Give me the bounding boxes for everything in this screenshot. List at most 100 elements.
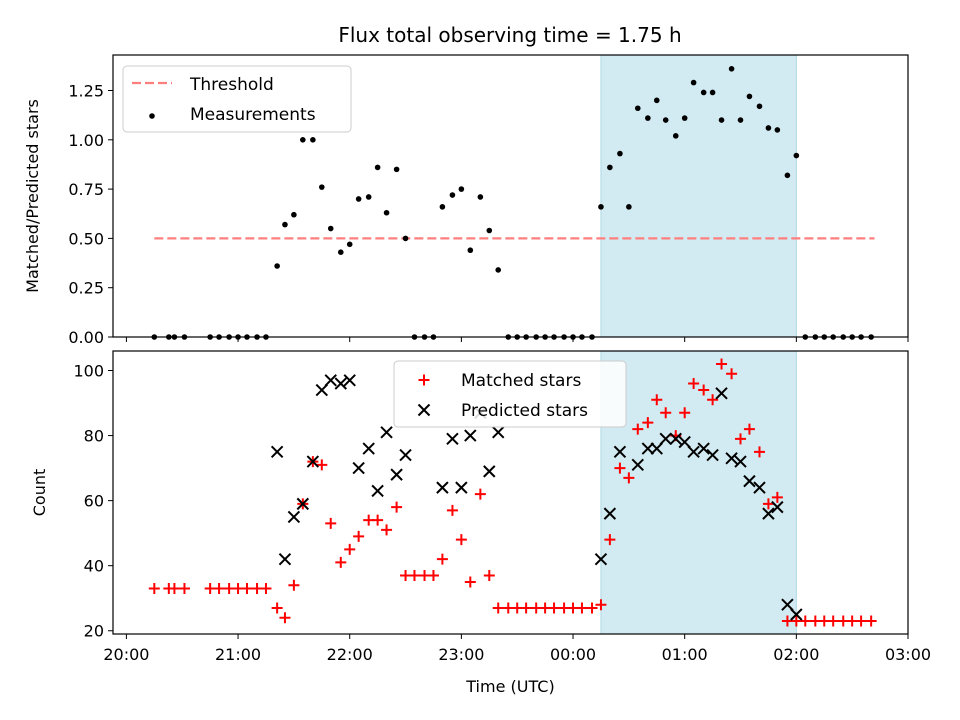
measurement-point [756,103,763,110]
predicted-point [762,507,775,520]
x-tick-label: 23:00 [438,645,484,664]
y-tick-label: 100 [73,362,104,381]
predicted-point [343,374,356,387]
measurement-point [282,221,288,228]
predicted-point [706,448,719,462]
y-axis-label: Matched/Predicted stars [23,99,42,293]
matched-point [576,602,588,614]
matched-point [698,384,710,396]
matched-point [260,582,272,594]
matched-point [436,553,448,565]
predicted-point [715,387,728,400]
x-axis-label: Time (UTC) [465,677,554,696]
measurement-point [718,117,725,123]
measurement-point [374,164,381,171]
y-tick-label: 0.75 [68,180,104,199]
measurement-point [439,204,446,210]
measurement-point [662,117,669,123]
matched-point [408,569,420,581]
y-tick-label: 1.25 [68,81,104,100]
measurement-point [690,79,697,86]
x-tick-label: 03:00 [885,645,931,664]
matched-point [753,446,765,458]
measurement-point [626,204,632,210]
matched-point [632,423,644,435]
matched-point [492,602,504,614]
predicted-point [697,442,710,455]
predicted-point [743,474,756,488]
predicted-point [446,432,459,446]
matched-point [548,602,560,614]
legend-measurement-label: Measurements [190,105,316,125]
matched-point [446,504,458,516]
predicted-point [324,374,337,387]
measurement-point [318,184,325,190]
matched-point [865,615,877,627]
x-tick-label: 02:00 [773,645,819,664]
predicted-point [790,608,803,621]
predicted-point [641,442,655,455]
x-tick-label: 21:00 [215,645,261,664]
measurement-point [383,209,390,216]
matched-point [762,498,774,510]
matched-point [279,612,291,624]
measurement-point [355,196,362,202]
measurement-point [774,127,781,133]
x-tick-label: 01:00 [662,645,708,664]
measurement-point [617,150,623,157]
matched-point [241,582,253,594]
matched-point [651,394,663,406]
predicted-point [287,510,301,524]
matched-point [735,433,747,445]
predicted-point [631,458,644,472]
measurement-point [327,225,334,232]
matched-point [316,459,328,471]
measurement-point [337,249,344,256]
matched-point [595,599,607,611]
predicted-point [650,442,663,455]
matched-point [271,602,283,614]
predicted-point [613,445,627,459]
measurement-point [310,136,316,143]
predicted-point [334,377,347,390]
measurement-point [495,267,502,273]
matched-point [614,462,626,474]
measurement-point [765,125,772,131]
predicted-point [362,442,375,455]
measurement-point [274,263,280,269]
predicted-point [687,445,700,459]
matched-point [372,514,384,526]
matched-point [288,579,300,591]
legend-predicted-swatch [417,403,431,417]
legend-box [393,360,627,428]
matched-point [391,501,403,513]
measurement-point [458,186,465,192]
predicted-point [315,383,329,397]
matched-point [586,602,598,614]
measurement-point [393,166,400,173]
measurement-point [746,93,753,100]
measurement-point [728,66,735,72]
legend: Matched stars Predicted stars [393,360,627,428]
measurement-point [784,172,791,179]
y-tick-label: 40 [84,557,104,576]
matched-point [178,582,190,594]
predicted-point [278,552,292,566]
measurement-point [607,164,613,171]
predicted-point [594,552,608,566]
predicted-point [725,452,738,465]
ratio-panel: 0.00 0.25 0.50 0.75 1.00 1.25 Matched/Predicte… [23,54,909,347]
highlight-span [600,54,797,338]
predicted-point [669,432,682,446]
matched-point [623,472,635,484]
matched-point [427,569,439,581]
chart-title: Flux total observing time = 1.75 h [338,23,681,47]
predicted-point [603,507,617,520]
axes-frame [112,54,909,338]
measurement-point [365,194,372,200]
matched-point [344,543,356,555]
predicted-point [464,429,477,442]
matched-point [474,488,486,500]
measurement-point [793,152,800,159]
